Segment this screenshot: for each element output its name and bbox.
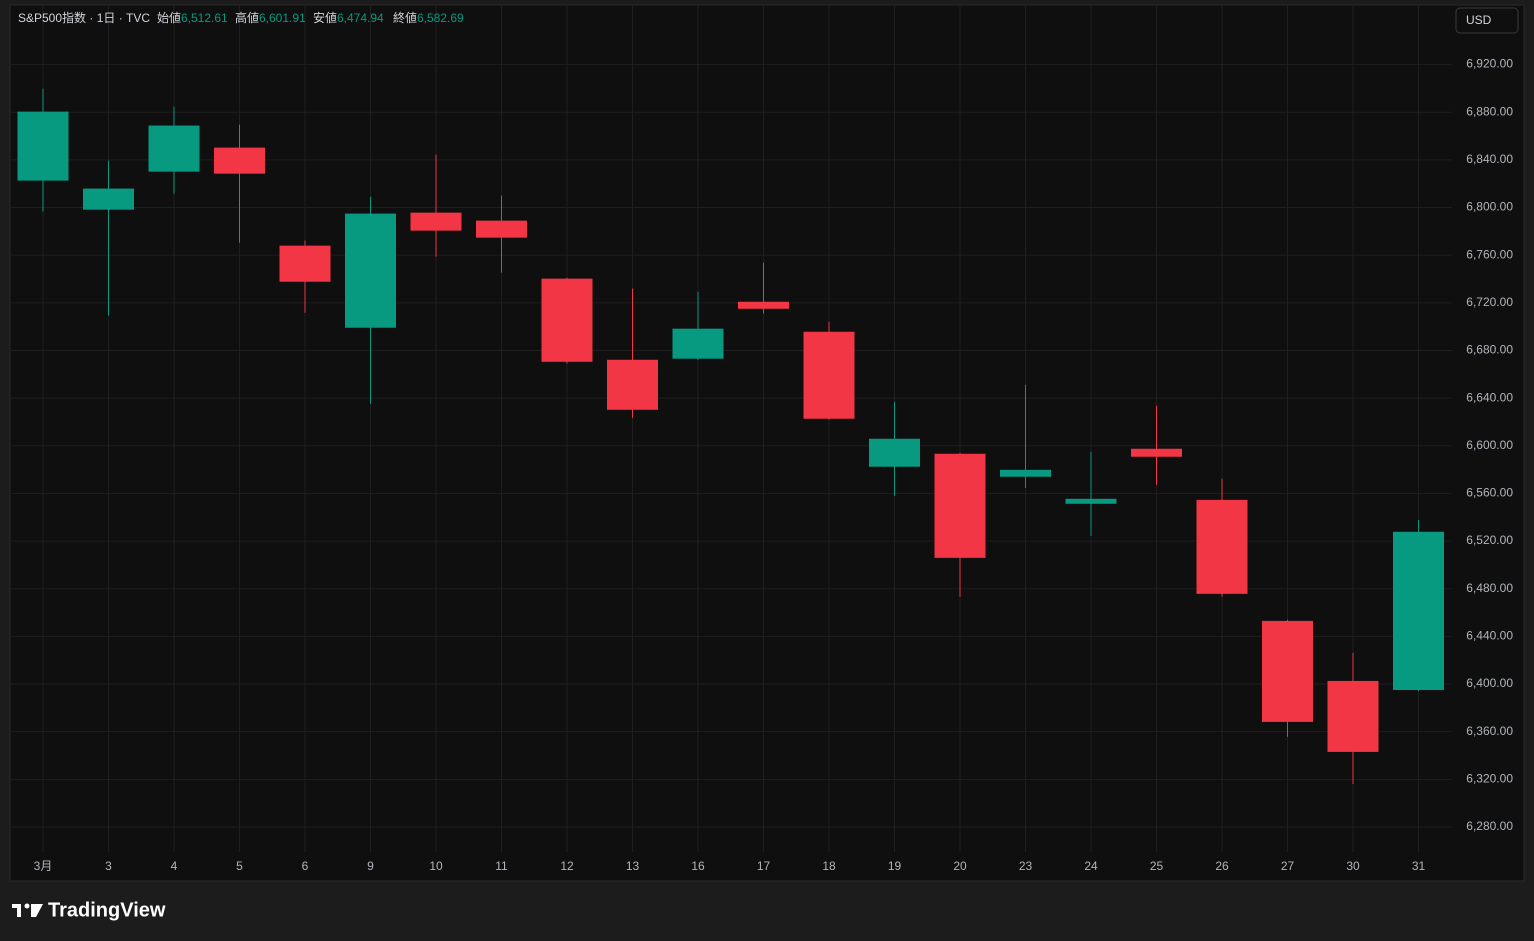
x-tick-label: 18	[822, 859, 836, 873]
y-tick-label: 6,920.00	[1466, 57, 1513, 71]
x-tick-label: 6	[302, 859, 309, 873]
candle-body	[279, 245, 331, 282]
y-tick-label: 6,520.00	[1466, 533, 1513, 547]
y-tick-label: 6,880.00	[1466, 104, 1513, 118]
y-tick-label: 6,320.00	[1466, 772, 1513, 786]
x-tick-label: 20	[953, 859, 967, 873]
currency[interactable]: USD	[1466, 13, 1492, 27]
low-label: 安値	[313, 10, 337, 25]
x-tick-label: 23	[1019, 859, 1033, 873]
y-tick-label: 6,760.00	[1466, 247, 1513, 261]
x-tick-label: 30	[1346, 859, 1360, 873]
candle-body	[410, 212, 462, 231]
candle-body	[476, 220, 527, 238]
y-tick-label: 6,640.00	[1466, 390, 1513, 404]
candle-body	[1065, 498, 1117, 504]
candle-body	[1000, 469, 1051, 477]
candle-body	[934, 453, 986, 558]
x-tick-label: 5	[236, 859, 243, 873]
x-tick-label: 25	[1150, 859, 1164, 873]
x-tick-label: 17	[757, 859, 771, 873]
open-value: 6,512.61	[181, 11, 228, 25]
low-value: 6,474.94	[337, 11, 384, 25]
candle-body	[607, 359, 658, 410]
x-tick-label: 4	[171, 859, 178, 873]
candle-body	[738, 301, 789, 309]
candle-body	[17, 111, 69, 181]
candle-body	[869, 438, 920, 467]
candle-body	[672, 328, 724, 359]
x-tick-label: 31	[1412, 859, 1426, 873]
candle-body	[1262, 620, 1313, 722]
x-tick-label: 27	[1281, 859, 1295, 873]
x-tick-label: 19	[888, 859, 902, 873]
x-tick-label: 24	[1084, 859, 1098, 873]
candle-body	[1196, 499, 1248, 594]
open-label: 始値	[157, 10, 181, 25]
y-tick-label: 6,680.00	[1466, 343, 1513, 357]
high-label: 高値	[235, 10, 259, 25]
x-tick-label: 3	[105, 859, 112, 873]
y-tick-label: 6,560.00	[1466, 486, 1513, 500]
chart-panel	[9, 4, 1525, 882]
y-tick-label: 6,440.00	[1466, 629, 1513, 643]
close-value: 6,582.69	[417, 11, 464, 25]
candle-body	[1131, 448, 1182, 457]
candle-body	[541, 278, 593, 362]
x-tick-label: 13	[626, 859, 640, 873]
y-tick-label: 6,840.00	[1466, 152, 1513, 166]
x-tick-label: 11	[495, 859, 508, 873]
currency-button[interactable]	[1455, 7, 1519, 34]
x-tick-label: 9	[367, 859, 374, 873]
brand: TradingView	[48, 899, 166, 921]
candle-body	[1393, 531, 1444, 690]
x-tick-label: 12	[560, 859, 574, 873]
candle-body	[803, 331, 855, 419]
y-tick-label: 6,280.00	[1466, 819, 1513, 833]
y-tick-label: 6,360.00	[1466, 724, 1513, 738]
x-tick-label: 10	[429, 859, 443, 873]
y-tick-label: 6,600.00	[1466, 438, 1513, 452]
y-tick-label: 6,400.00	[1466, 676, 1513, 690]
close-label: 終値	[393, 10, 417, 25]
candle-body	[83, 188, 134, 210]
candle-body	[148, 125, 200, 172]
high-value: 6,601.91	[259, 11, 306, 25]
x-tick-label: 26	[1215, 859, 1229, 873]
logo	[12, 903, 43, 917]
candle-body	[1327, 680, 1379, 752]
candle-body	[345, 213, 396, 328]
candle-body	[214, 147, 265, 174]
y-tick-label: 6,800.00	[1466, 200, 1513, 214]
symbol: S&P500指数 · 1日 · TVC	[18, 10, 150, 25]
y-tick-label: 6,720.00	[1466, 295, 1513, 309]
x-tick-label: 16	[691, 859, 705, 873]
y-tick-label: 6,480.00	[1466, 581, 1513, 595]
x-tick-label: 3月	[34, 859, 53, 873]
